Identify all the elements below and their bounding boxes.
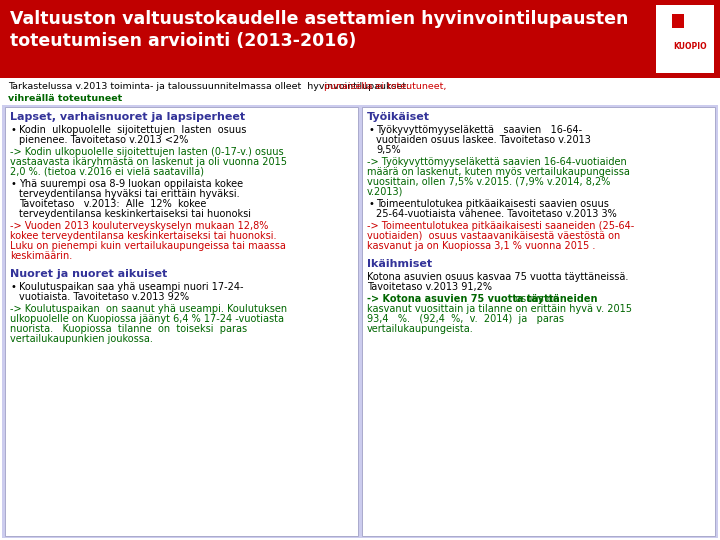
- Text: v.2013): v.2013): [367, 187, 403, 197]
- FancyBboxPatch shape: [0, 0, 720, 78]
- Text: punaisella ei toteutuneet,: punaisella ei toteutuneet,: [324, 82, 446, 91]
- Text: vastaavasta ikäryhmästä on laskenut ja oli vuonna 2015: vastaavasta ikäryhmästä on laskenut ja o…: [10, 157, 287, 167]
- Text: 2,0 %. (tietoa v.2016 ei vielä saatavilla): 2,0 %. (tietoa v.2016 ei vielä saatavill…: [10, 167, 204, 177]
- Text: vihreällä toteutuneet: vihreällä toteutuneet: [8, 94, 122, 103]
- Text: kokee terveydentilansa keskinkertaiseksi tai huonoksi.: kokee terveydentilansa keskinkertaiseksi…: [10, 231, 276, 241]
- Text: vertailukaupungeista.: vertailukaupungeista.: [367, 324, 474, 334]
- Text: nuorista.   Kuopiossa  tilanne  on  toiseksi  paras: nuorista. Kuopiossa tilanne on toiseksi …: [10, 324, 247, 334]
- Text: terveydentilansa keskinkertaiseksi tai huonoksi: terveydentilansa keskinkertaiseksi tai h…: [19, 209, 251, 219]
- Text: -> Vuoden 2013 kouluterveyskyselyn mukaan 12,8%: -> Vuoden 2013 kouluterveyskyselyn mukaa…: [10, 221, 269, 231]
- Text: toteutumisen arviointi (2013-2016): toteutumisen arviointi (2013-2016): [10, 32, 356, 50]
- Text: kasvanut ja on Kuopiossa 3,1 % vuonna 2015 .: kasvanut ja on Kuopiossa 3,1 % vuonna 20…: [367, 241, 595, 251]
- Text: vuotiaista. Tavoitetaso v.2013 92%: vuotiaista. Tavoitetaso v.2013 92%: [19, 292, 189, 302]
- Text: kasvanut vuosittain ja tilanne on erittäin hyvä v. 2015: kasvanut vuosittain ja tilanne on erittä…: [367, 304, 632, 314]
- Text: vuotiaiden osuus laskee. Tavoitetaso v.2013: vuotiaiden osuus laskee. Tavoitetaso v.2…: [376, 135, 591, 145]
- Text: -> Koulutuspaikan  on saanut yhä useampi. Koulutuksen: -> Koulutuspaikan on saanut yhä useampi.…: [10, 304, 287, 314]
- Text: Lapset, varhaisnuoret ja lapsiperheet: Lapset, varhaisnuoret ja lapsiperheet: [10, 112, 245, 122]
- FancyBboxPatch shape: [362, 107, 715, 536]
- Text: vuosittain, ollen 7,5% v.2015. (7,9% v.2014, 8,2%: vuosittain, ollen 7,5% v.2015. (7,9% v.2…: [367, 177, 611, 187]
- Text: -> Työkyvyttömyyseläkettä saavien 16-64-vuotiaiden: -> Työkyvyttömyyseläkettä saavien 16-64-…: [367, 157, 626, 167]
- Text: -> Kotona asuvien 75 vuotta täyttäneiden: -> Kotona asuvien 75 vuotta täyttäneiden: [367, 294, 598, 304]
- Text: Koulutuspaikan saa yhä useampi nuori 17-24-: Koulutuspaikan saa yhä useampi nuori 17-…: [19, 282, 243, 292]
- Text: Työikäiset: Työikäiset: [367, 112, 430, 122]
- FancyBboxPatch shape: [5, 107, 358, 536]
- Text: -> Kodin ulkopuolelle sijoitettujen lasten (0-17-v.) osuus: -> Kodin ulkopuolelle sijoitettujen last…: [10, 147, 284, 157]
- Text: keskimäärin.: keskimäärin.: [10, 251, 72, 261]
- FancyBboxPatch shape: [656, 5, 714, 73]
- Text: -> Toimeentulotukea pitkäaikaisesti saaneiden (25-64-: -> Toimeentulotukea pitkäaikaisesti saan…: [367, 221, 634, 231]
- Text: •: •: [368, 125, 374, 135]
- Text: Tarkastelussa v.2013 toiminta- ja taloussuunnitelmassa olleet  hyvinvointilupauk: Tarkastelussa v.2013 toiminta- ja talous…: [8, 82, 413, 91]
- Text: osuus on: osuus on: [512, 294, 559, 304]
- Text: Nuoret ja nuoret aikuiset: Nuoret ja nuoret aikuiset: [10, 269, 167, 279]
- Text: •: •: [11, 282, 17, 292]
- Text: Tavoitetaso v.2013 91,2%: Tavoitetaso v.2013 91,2%: [367, 282, 492, 292]
- Text: pienenee. Tavoitetaso v.2013 <2%: pienenee. Tavoitetaso v.2013 <2%: [19, 135, 189, 145]
- Text: Luku on pienempi kuin vertailukaupungeissa tai maassa: Luku on pienempi kuin vertailukaupungeis…: [10, 241, 286, 251]
- Text: Kodin  ulkopuolelle  sijoitettujen  lasten  osuus: Kodin ulkopuolelle sijoitettujen lasten …: [19, 125, 246, 135]
- Text: Työkyvyttömyyseläkettä   saavien   16-64-: Työkyvyttömyyseläkettä saavien 16-64-: [376, 125, 582, 135]
- Text: 25-64-vuotiaista vähenee. Tavoitetaso v.2013 3%: 25-64-vuotiaista vähenee. Tavoitetaso v.…: [376, 209, 617, 219]
- Text: •: •: [11, 125, 17, 135]
- Text: määrä on laskenut, kuten myös vertailukaupungeissa: määrä on laskenut, kuten myös vertailuka…: [367, 167, 630, 177]
- Text: Tavoitetaso   v.2013:  Alle  12%  kokee: Tavoitetaso v.2013: Alle 12% kokee: [19, 199, 207, 209]
- Text: •: •: [11, 179, 17, 189]
- Text: Yhä suurempi osa 8-9 luokan oppilaista kokee: Yhä suurempi osa 8-9 luokan oppilaista k…: [19, 179, 243, 189]
- Text: vertailukaupunkien joukossa.: vertailukaupunkien joukossa.: [10, 334, 153, 344]
- Text: 93,4   %.   (92,4  %,  v.  2014)  ja   paras: 93,4 %. (92,4 %, v. 2014) ja paras: [367, 314, 564, 324]
- Text: Valtuuston valtuustokaudelle asettamien hyvinvointilupausten: Valtuuston valtuustokaudelle asettamien …: [10, 10, 629, 28]
- Text: Toimeentulotukea pitkäaikaisesti saavien osuus: Toimeentulotukea pitkäaikaisesti saavien…: [376, 199, 609, 209]
- Text: ulkopuolelle on Kuopiossa jäänyt 6,4 % 17-24 -vuotiasta: ulkopuolelle on Kuopiossa jäänyt 6,4 % 1…: [10, 314, 284, 324]
- Text: terveydentilansa hyväksi tai erittäin hyväksi.: terveydentilansa hyväksi tai erittäin hy…: [19, 189, 240, 199]
- Text: Ikäihmiset: Ikäihmiset: [367, 259, 432, 269]
- FancyBboxPatch shape: [672, 14, 684, 28]
- Text: vuotiaiden)  osuus vastaavanikäisestä väestöstä on: vuotiaiden) osuus vastaavanikäisestä väe…: [367, 231, 620, 241]
- FancyBboxPatch shape: [2, 105, 718, 538]
- Text: •: •: [368, 199, 374, 209]
- Text: Kotona asuvien osuus kasvaa 75 vuotta täyttäneissä.: Kotona asuvien osuus kasvaa 75 vuotta tä…: [367, 272, 629, 282]
- Text: 9,5%: 9,5%: [376, 145, 400, 155]
- Text: KUOPIO: KUOPIO: [673, 42, 707, 51]
